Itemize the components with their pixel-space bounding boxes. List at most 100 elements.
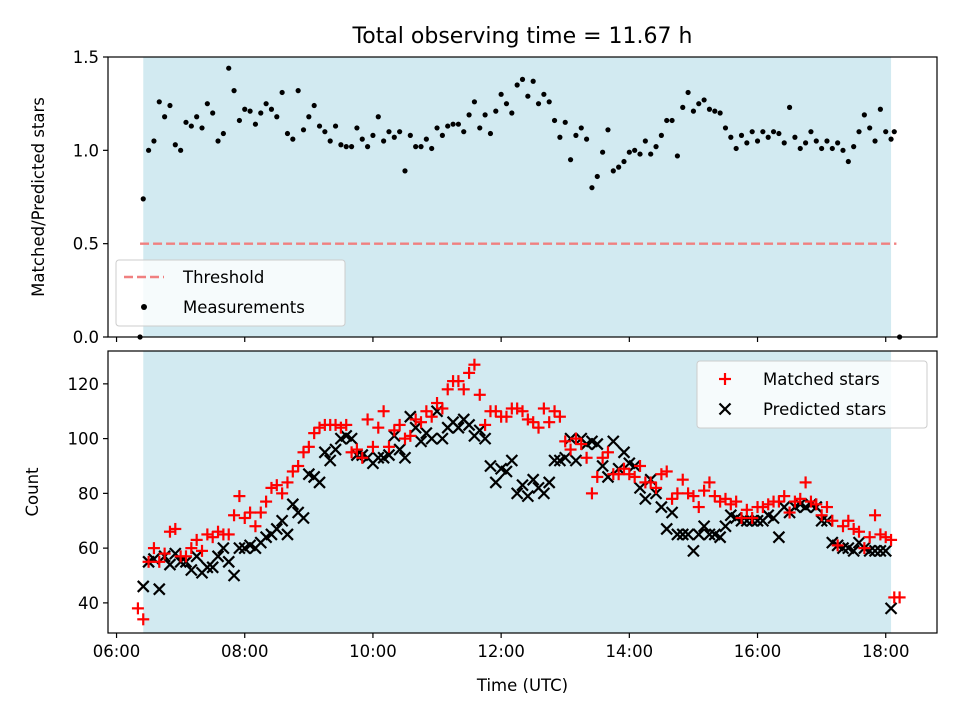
measurement-point xyxy=(851,144,857,150)
measurement-point xyxy=(813,138,819,144)
matched-point xyxy=(714,495,727,508)
predicted-point xyxy=(767,511,780,525)
predicted-point xyxy=(719,519,732,533)
measurement-point xyxy=(210,110,216,116)
measurement-point xyxy=(156,99,162,105)
matched-point xyxy=(879,531,892,544)
measurement-point xyxy=(749,129,755,135)
matched-point xyxy=(238,512,251,525)
predicted-point xyxy=(281,528,294,541)
matched-point xyxy=(420,405,433,418)
measurement-point xyxy=(220,130,226,137)
matched-point xyxy=(730,495,743,508)
legend-measurements-marker xyxy=(141,304,147,310)
predicted-point xyxy=(521,489,535,503)
y-tick-label: 60 xyxy=(78,539,99,558)
predicted-point xyxy=(879,544,892,558)
matched-point xyxy=(457,383,470,396)
measurement-point xyxy=(226,65,232,71)
predicted-point xyxy=(185,563,198,577)
measurement-point xyxy=(311,102,317,109)
matched-point xyxy=(703,476,716,489)
predicted-point xyxy=(136,580,150,593)
matched-point xyxy=(687,490,700,503)
matched-point xyxy=(201,528,214,541)
matched-point xyxy=(313,421,326,434)
predicted-point xyxy=(372,451,385,465)
measurement-point xyxy=(872,138,878,144)
predicted-point xyxy=(510,487,524,500)
measurement-point xyxy=(162,114,168,120)
measurement-point xyxy=(546,99,552,105)
measurement-point xyxy=(642,138,648,144)
matched-point xyxy=(425,410,438,423)
matched-point xyxy=(569,432,582,445)
predicted-point xyxy=(489,476,503,489)
legend-threshold-label: Threshold xyxy=(182,268,264,287)
predicted-point xyxy=(681,528,695,541)
measurement-point xyxy=(738,132,745,138)
matched-point xyxy=(682,487,695,500)
matched-point xyxy=(623,468,636,481)
measurement-point xyxy=(461,129,467,135)
predicted-point xyxy=(409,421,422,434)
matched-point xyxy=(548,405,561,418)
matched-point xyxy=(815,509,828,522)
matched-point xyxy=(826,514,839,527)
measurement-point xyxy=(434,125,440,131)
matched-point xyxy=(527,416,540,429)
matched-point xyxy=(489,405,502,418)
measurement-point xyxy=(835,140,841,146)
measurement-point xyxy=(450,121,456,127)
predicted-stars-series xyxy=(136,404,898,615)
matched-point xyxy=(281,476,294,489)
measurement-point xyxy=(557,134,563,140)
measurement-point xyxy=(728,134,734,140)
measurement-point xyxy=(562,119,568,125)
matched-point xyxy=(254,506,267,519)
measurement-point xyxy=(252,121,259,127)
predicted-point xyxy=(398,451,412,465)
predicted-point xyxy=(542,476,556,489)
matched-point xyxy=(660,465,673,478)
measurement-point xyxy=(658,132,664,138)
measurement-point xyxy=(883,129,889,135)
x-tick-label: 10:00 xyxy=(349,642,397,661)
matched-point xyxy=(719,492,732,505)
matched-point xyxy=(591,470,604,483)
y-tick-label: 0.5 xyxy=(73,235,99,254)
matched-point xyxy=(292,459,305,472)
matched-point xyxy=(431,397,444,410)
x-tick-label: 08:00 xyxy=(221,642,269,661)
measurement-point xyxy=(861,112,867,118)
measurement-point xyxy=(744,140,750,146)
top-panel: 0.0 0.5 1.0 1.5 Total observing time = 11.6… xyxy=(29,24,938,347)
top-legend-box xyxy=(115,259,346,327)
predicted-point xyxy=(275,514,289,528)
measurement-point xyxy=(594,173,600,180)
measurement-point xyxy=(674,153,681,159)
matched-point xyxy=(163,525,176,538)
matched-point xyxy=(244,506,257,519)
measurement-point xyxy=(199,125,205,131)
top-x-ticks xyxy=(115,337,887,342)
matched-point xyxy=(228,509,241,522)
matched-point xyxy=(634,459,647,472)
measurement-point xyxy=(722,125,729,131)
matched-point xyxy=(169,522,182,535)
predicted-point xyxy=(505,454,519,467)
measurement-point xyxy=(877,106,883,112)
matched-point xyxy=(137,613,150,626)
predicted-point xyxy=(537,487,551,500)
measurement-point xyxy=(637,151,643,157)
predicted-point xyxy=(847,544,860,558)
measurement-point xyxy=(760,129,766,135)
measurement-point xyxy=(792,134,798,140)
predicted-point xyxy=(414,435,428,448)
matched-point xyxy=(778,490,791,503)
x-tick-label: 14:00 xyxy=(606,642,654,661)
measurement-point xyxy=(669,117,675,124)
predicted-point xyxy=(201,561,214,574)
measurement-point xyxy=(754,138,761,144)
matched-point xyxy=(692,501,705,514)
